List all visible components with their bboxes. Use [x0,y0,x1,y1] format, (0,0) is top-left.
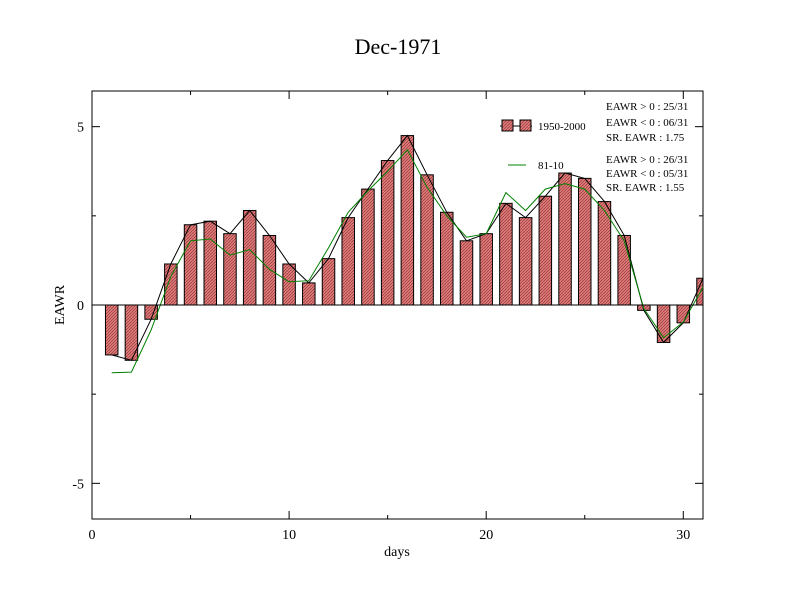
bar-day-14 [361,188,375,306]
legend-swatch-1950-2000-right [519,119,532,132]
bars-layer [104,135,704,361]
bar-day-31 [696,277,704,306]
stat-line-4: EAWR > 0 : 26/31 [606,154,688,166]
bar-day-15 [380,160,395,306]
bar-day-22 [518,217,533,306]
stat-line-5: EAWR < 0 : 05/31 [606,168,688,180]
bar-day-18 [440,211,454,306]
y-axis-label: EAWR [53,284,68,325]
stat-line-6: SR. EAWR : 1.55 [606,182,685,194]
bar-day-29 [656,304,671,343]
bar-day-12 [321,258,336,306]
bar-day-5 [183,224,198,306]
x-tick-label: 20 [479,528,493,543]
bar-day-10 [282,263,296,306]
bar-day-9 [262,234,277,306]
legend-label-81-10: 81-10 [538,160,564,172]
series-line-81-10 [111,149,704,374]
bar-day-1 [104,304,119,356]
legend-item-81-10: 81-10 [508,160,564,172]
bar-day-24 [558,172,572,306]
bar-day-27 [617,234,631,306]
x-tick-label: 10 [282,528,296,543]
stat-line-3: SR. EAWR : 1.75 [606,132,685,144]
bar-day-7 [223,233,237,306]
bar-day-16 [400,135,415,306]
bar-day-8 [242,209,257,306]
stat-line-1: EAWR > 0 : 25/31 [606,101,688,113]
series-line-1950-2000 [111,134,704,361]
bar-day-11 [302,282,316,306]
bar-day-21 [499,202,513,306]
bar-day-20 [479,233,493,306]
bar-day-19 [459,240,474,306]
chart-title: Dec-1971 [355,34,442,59]
legend: 1950-2000 81-10 [500,119,586,172]
bar-day-13 [341,217,355,306]
bar-day-6 [203,220,218,306]
stat-line-2: EAWR < 0 : 06/31 [606,117,688,129]
y-tick-label: 0 [77,299,84,314]
stats-annotations: EAWR > 0 : 25/31 EAWR < 0 : 06/31 SR. EA… [606,101,688,194]
bar-day-4 [164,263,178,306]
axes-layer: 0 10 20 30 -5 0 5 [72,91,703,543]
y-tick-label: 5 [77,121,84,136]
y-tick-label: -5 [72,477,84,492]
x-tick-label: 0 [89,528,96,543]
lines-layer [111,134,704,374]
legend-label-1950-2000: 1950-2000 [538,121,586,133]
x-axis-label: days [384,545,410,560]
bar-day-23 [538,195,553,306]
x-tick-label: 30 [676,528,690,543]
legend-item-1950-2000: 1950-2000 [500,119,586,133]
legend-swatch-1950-2000-left [501,119,514,132]
bar-day-25 [577,177,592,306]
